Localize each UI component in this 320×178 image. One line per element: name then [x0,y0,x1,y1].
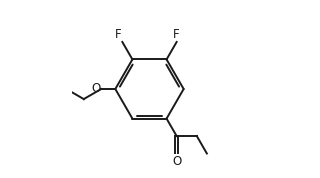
Text: O: O [91,82,100,96]
Text: F: F [115,28,122,41]
Text: F: F [173,28,180,41]
Text: O: O [172,155,181,167]
